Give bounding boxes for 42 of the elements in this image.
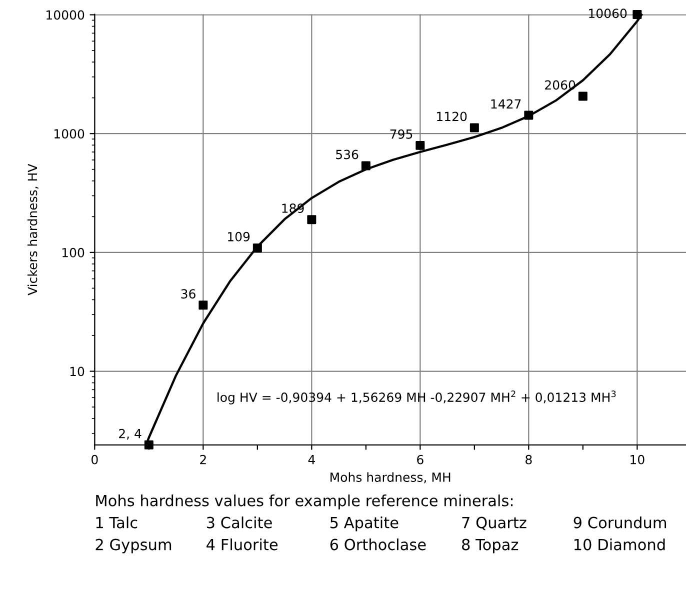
- x-tick-label: 4: [308, 455, 315, 464]
- data-label: 1120: [437, 112, 467, 122]
- y-tick-label: 1000: [54, 129, 84, 139]
- data-label: 795: [390, 129, 412, 139]
- text: Mohs hardness values for example reference minerals:: [96, 494, 513, 510]
- data-label: 36: [181, 289, 196, 299]
- annotation: log HV = -0,90394 + 1,56269 MH -0,22907 MH$^{2}$ + 0,01213 MH$^{3}$: [218, 390, 616, 404]
- point: [307, 215, 316, 224]
- text: 6 Orthoclase: [330, 538, 426, 550]
- text: 5 Apatite: [330, 516, 398, 532]
- text: 10 Diamond: [574, 538, 665, 550]
- point: [524, 110, 534, 120]
- point: [632, 10, 642, 19]
- text: 8 Topaz: [462, 538, 518, 554]
- data-label: 10060: [589, 8, 627, 18]
- text: 4 Fluorite: [206, 538, 278, 550]
- point: [361, 161, 370, 170]
- text: 3 Calcite: [206, 516, 272, 528]
- x-tick-label: 10: [630, 454, 644, 464]
- text: 2 Gypsum: [96, 538, 172, 554]
- x-tick-label: 8: [526, 454, 532, 464]
- y-tick-label: 10: [70, 366, 84, 376]
- x-tick-label: 2: [200, 454, 206, 464]
- point: [416, 140, 425, 150]
- x-tick-label: 0: [92, 454, 98, 464]
- y-tick-label: 100: [62, 248, 84, 258]
- y-tick-label: 10000: [46, 10, 84, 20]
- point: [470, 123, 479, 132]
- point: [198, 300, 208, 310]
- text: 7 Quartz: [462, 516, 526, 530]
- point: [144, 440, 154, 450]
- data-label: 2, 4: [119, 428, 142, 440]
- data-label: 536: [336, 150, 358, 160]
- data-label: 109: [228, 232, 250, 242]
- text: 9 Corundum: [574, 516, 666, 528]
- y-axis-title: Vickers hardness, HV: [28, 164, 38, 296]
- x-tick-label: 6: [417, 454, 424, 464]
- x-axis-title: Mohs hardness, MH: [330, 472, 450, 484]
- point: [252, 243, 262, 252]
- text: 1 Talc: [96, 516, 138, 528]
- data-label: 1427: [491, 99, 521, 108]
- point: [578, 92, 588, 101]
